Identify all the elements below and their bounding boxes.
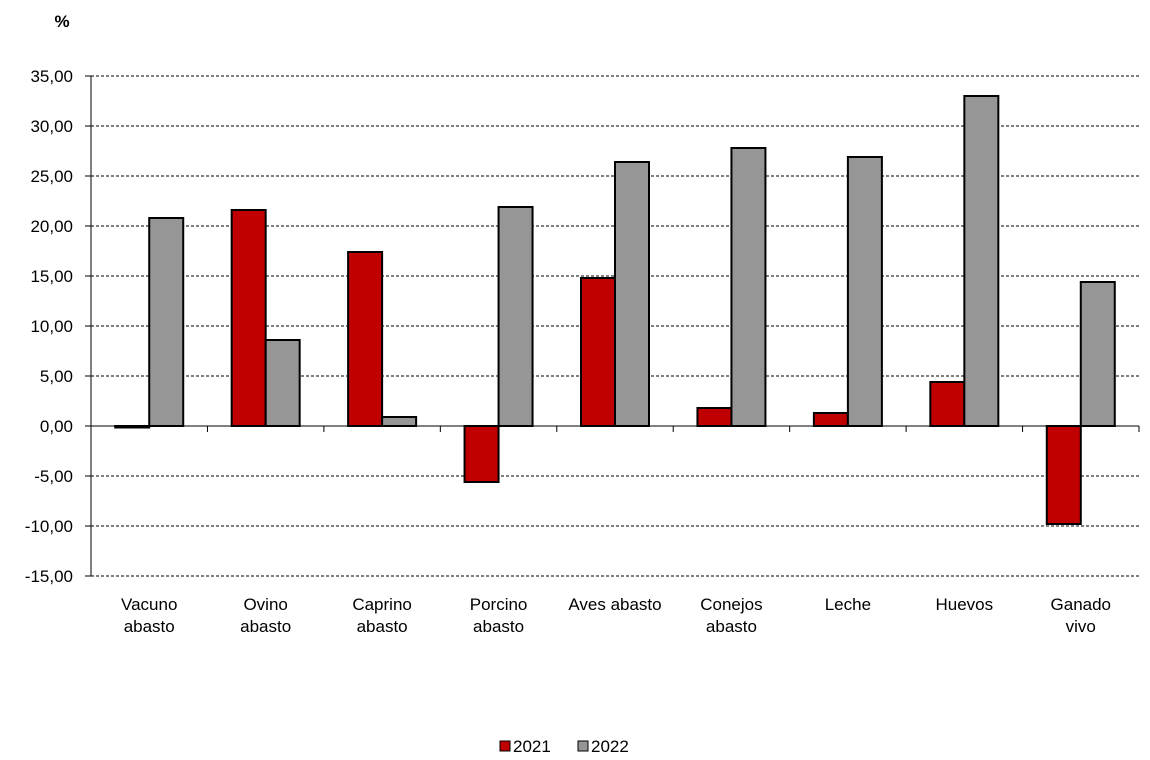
- legend: 2021 2022: [499, 737, 629, 756]
- bar-2021: [347, 251, 384, 427]
- bar-2022: [264, 339, 301, 427]
- y-tick-label: 10,00: [30, 317, 73, 336]
- x-category-label: Ganado: [1051, 595, 1112, 614]
- y-tick-label: 30,00: [30, 117, 73, 136]
- bar-2022: [846, 156, 883, 427]
- gridlines: [85, 75, 1139, 577]
- x-category-label: abasto: [124, 617, 175, 636]
- bar-2021: [696, 407, 733, 427]
- bar-2022: [148, 217, 185, 427]
- y-tick-label: -10,00: [25, 517, 73, 536]
- legend-swatch-2022: [577, 740, 589, 752]
- y-tick-label: -15,00: [25, 567, 73, 586]
- x-category-label: Leche: [825, 595, 871, 614]
- bar-2022: [963, 95, 1000, 427]
- x-category-label: abasto: [473, 617, 524, 636]
- y-unit-label: %: [54, 12, 69, 31]
- bar-2021: [1045, 425, 1082, 525]
- x-category-label: Caprino: [352, 595, 412, 614]
- x-category-label: Huevos: [936, 595, 994, 614]
- y-tick-label: 15,00: [30, 267, 73, 286]
- bar-2021: [580, 277, 616, 427]
- x-category-label: vivo: [1066, 617, 1096, 636]
- legend-label: 2022: [591, 737, 629, 756]
- bar-2022: [1079, 281, 1116, 427]
- bar-2021: [812, 412, 849, 427]
- x-category-label: Vacuno: [121, 595, 177, 614]
- bar-2022: [497, 206, 534, 427]
- bar-2021: [463, 425, 500, 483]
- x-category-label: abasto: [357, 617, 408, 636]
- y-tick-label: 25,00: [30, 167, 73, 186]
- legend-swatch-2021: [499, 740, 511, 752]
- y-tick-label: 35,00: [30, 67, 73, 86]
- x-category-label: abasto: [706, 617, 757, 636]
- axes: [90, 76, 1140, 576]
- x-category-label: abasto: [240, 617, 291, 636]
- x-category-label: Conejos: [700, 595, 762, 614]
- y-tick-label: -5,00: [34, 467, 73, 486]
- bar-2021: [230, 209, 267, 427]
- bar-2022: [730, 147, 767, 427]
- x-category-label: Ovino: [243, 595, 287, 614]
- x-category-label: Aves abasto: [568, 595, 661, 614]
- bar-2021: [929, 381, 966, 427]
- y-tick-label: 20,00: [30, 217, 73, 236]
- legend-label: 2021: [513, 737, 551, 756]
- x-category-label: Porcino: [470, 595, 528, 614]
- y-tick-label: 0,00: [40, 417, 73, 436]
- y-tick-label: 5,00: [40, 367, 73, 386]
- bars: [114, 95, 1116, 525]
- y-tick-labels: -15,00 -10,00 -5,00 0,00 5,00 10,00 15,00 20,00…: [25, 67, 73, 586]
- bar-2022: [614, 161, 650, 427]
- bar-2022: [381, 416, 418, 427]
- x-category-labels: Vacuno abasto Ovino abasto Caprino abasto Porc…: [121, 595, 1111, 636]
